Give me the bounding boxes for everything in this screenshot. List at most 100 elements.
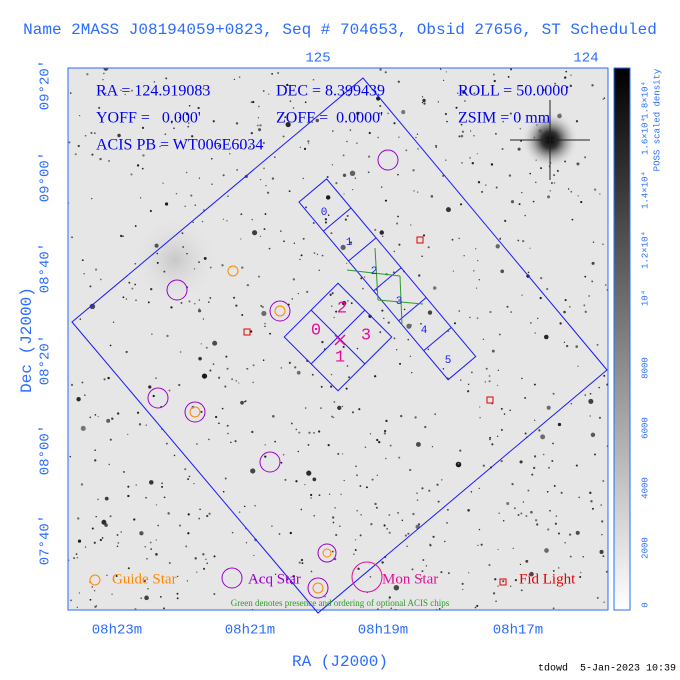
- star: [295, 428, 298, 431]
- star: [379, 104, 382, 108]
- star: [348, 376, 351, 379]
- star: [500, 460, 503, 463]
- star: [577, 365, 579, 367]
- star: [400, 414, 403, 418]
- star: [359, 485, 362, 487]
- star: [240, 400, 244, 405]
- star: [369, 576, 372, 578]
- star: [435, 146, 437, 149]
- star: [218, 376, 221, 379]
- x-tick-label: 08h17m: [493, 623, 543, 639]
- chip-label: 0: [321, 207, 328, 219]
- star: [313, 514, 316, 517]
- star: [258, 580, 261, 582]
- star: [77, 144, 80, 148]
- star: [500, 269, 505, 274]
- star: [584, 275, 587, 278]
- star: [601, 520, 604, 523]
- star: [590, 432, 596, 438]
- star: [104, 496, 109, 501]
- star: [427, 348, 430, 351]
- star: [230, 441, 232, 444]
- star: [196, 443, 198, 445]
- star: [111, 593, 113, 595]
- star: [531, 473, 534, 476]
- star: [326, 175, 329, 179]
- star: [421, 96, 424, 98]
- star: [311, 373, 314, 376]
- star: [379, 230, 384, 235]
- star: [542, 453, 545, 456]
- star: [239, 147, 242, 150]
- star: [513, 507, 516, 510]
- star: [170, 121, 173, 124]
- star: [328, 493, 331, 495]
- star: [357, 567, 360, 571]
- star: [109, 344, 112, 347]
- star: [590, 500, 593, 503]
- star: [552, 392, 555, 395]
- star: [358, 408, 361, 411]
- star: [286, 83, 289, 87]
- star: [540, 277, 543, 280]
- star: [163, 496, 166, 499]
- star: [575, 345, 579, 348]
- star: [222, 174, 225, 177]
- star: [267, 93, 270, 95]
- star: [502, 520, 505, 522]
- star: [383, 524, 386, 527]
- star: [558, 567, 560, 569]
- star: [522, 239, 525, 243]
- star: [233, 296, 236, 299]
- star: [477, 259, 479, 262]
- star: [341, 453, 344, 455]
- star: [282, 453, 285, 456]
- star: [524, 396, 527, 399]
- star: [502, 120, 504, 123]
- star: [122, 470, 125, 474]
- star: [107, 376, 110, 380]
- star: [288, 190, 291, 193]
- star: [412, 512, 415, 516]
- star: [249, 145, 252, 148]
- star: [510, 311, 513, 313]
- star: [202, 318, 205, 320]
- legend-label: Fid Light: [519, 571, 576, 587]
- star: [208, 438, 210, 441]
- star: [444, 112, 447, 116]
- star: [324, 218, 328, 221]
- star: [593, 188, 597, 191]
- star: [392, 271, 395, 274]
- star: [536, 523, 539, 526]
- star: [145, 496, 147, 499]
- star: [588, 295, 591, 297]
- star: [225, 355, 228, 358]
- star: [235, 380, 237, 382]
- star: [469, 157, 471, 159]
- star: [330, 305, 333, 307]
- star: [457, 462, 460, 465]
- star: [80, 425, 86, 431]
- star: [460, 134, 464, 138]
- star: [517, 147, 521, 151]
- star: [254, 504, 256, 507]
- star: [376, 438, 379, 442]
- star: [510, 585, 512, 588]
- star: [596, 596, 599, 599]
- star: [235, 304, 238, 307]
- star: [564, 541, 566, 544]
- star: [305, 206, 307, 209]
- star: [582, 555, 585, 558]
- chip-label: 1: [335, 348, 345, 367]
- star: [209, 296, 212, 299]
- star: [451, 238, 454, 241]
- star: [340, 244, 346, 250]
- star: [289, 531, 292, 535]
- star: [499, 333, 501, 336]
- star: [286, 578, 289, 581]
- star: [519, 460, 523, 464]
- star: [271, 525, 273, 527]
- star: [173, 127, 175, 130]
- star: [470, 130, 472, 132]
- star: [131, 287, 134, 290]
